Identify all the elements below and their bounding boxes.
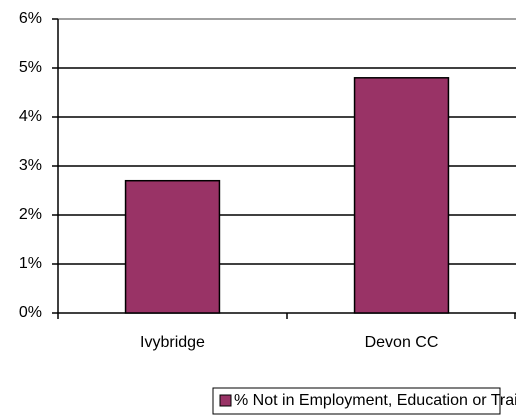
y-tick-label: 6% (19, 10, 42, 27)
y-tick-label: 5% (19, 59, 42, 76)
legend-label: % Not in Employment, Education or Traini… (234, 392, 516, 409)
y-tick-label: 4% (19, 108, 42, 125)
y-tick-label: 2% (19, 206, 42, 223)
x-tick-label: Devon CC (365, 334, 439, 351)
bar (124, 179, 221, 314)
legend-box (212, 387, 501, 415)
y-tick-label: 3% (19, 157, 42, 174)
x-tick-label: Ivybridge (140, 334, 205, 351)
legend-swatch (219, 394, 232, 407)
y-tick-label: 1% (19, 255, 42, 272)
bar (353, 77, 450, 314)
y-tick-label: 0% (19, 304, 42, 321)
